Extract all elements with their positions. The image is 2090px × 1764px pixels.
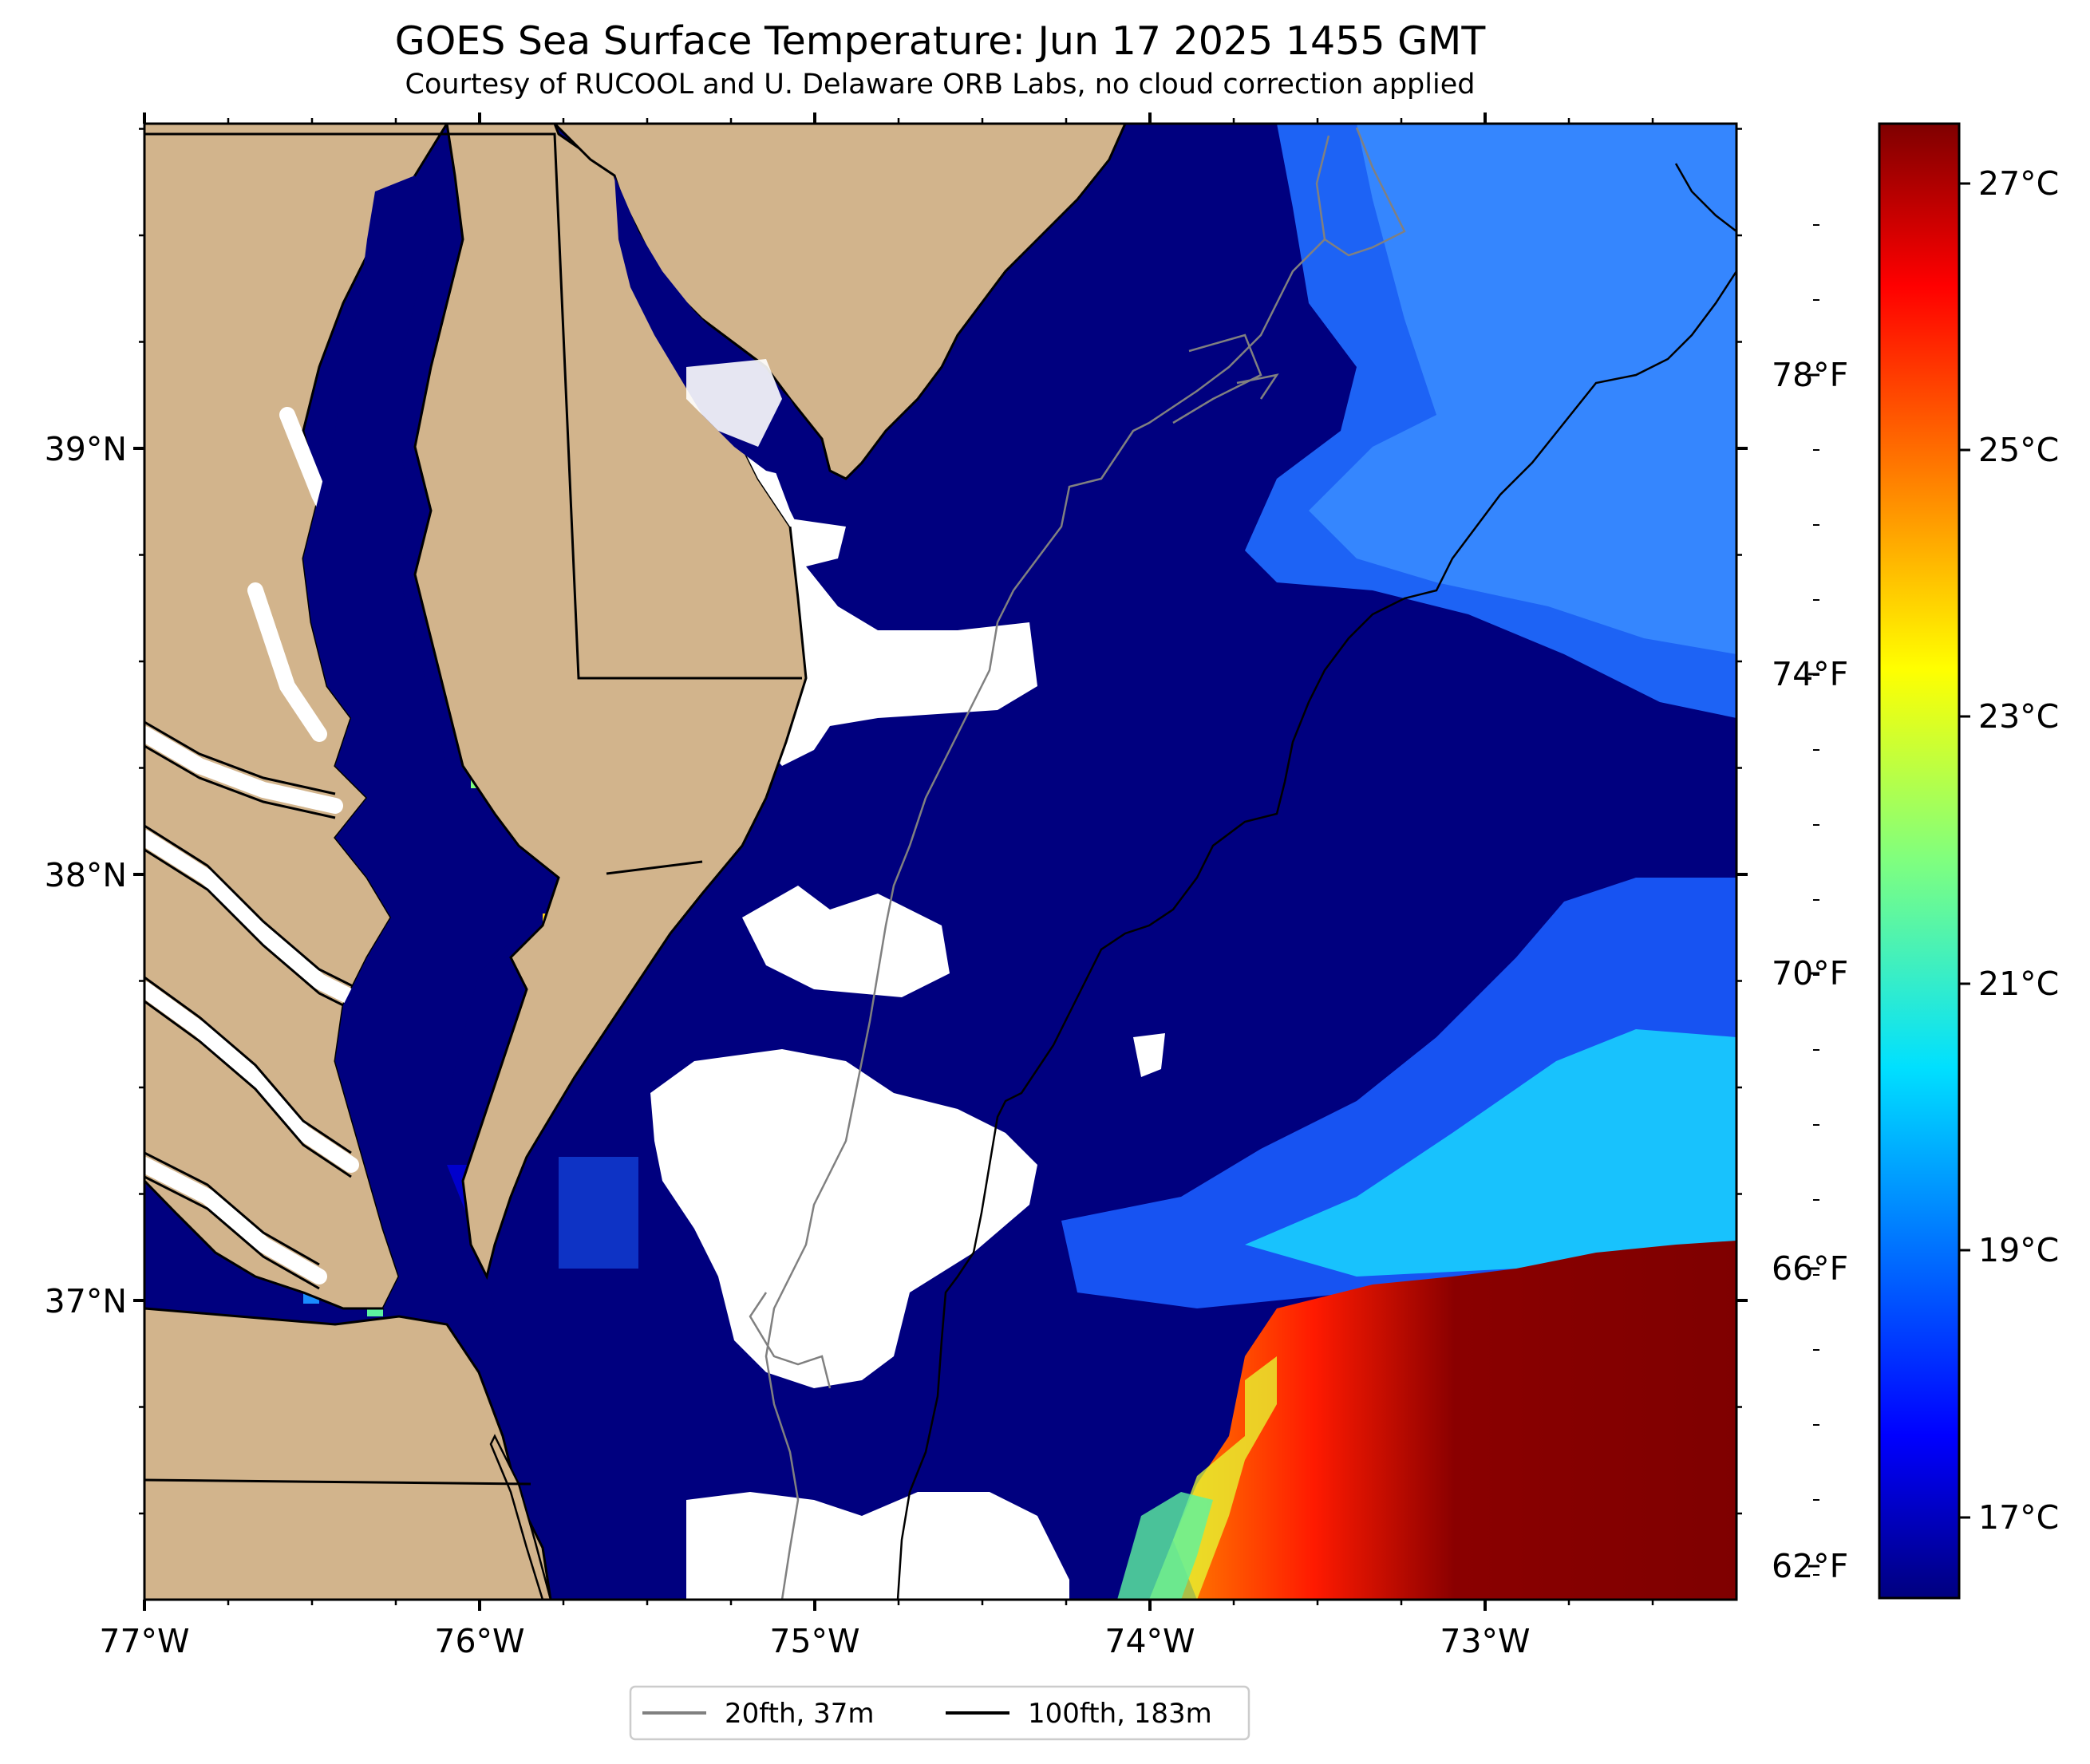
- sst-warm-core: [1173, 1241, 1736, 1600]
- colorbar-celsius-label: 27°C: [1978, 164, 2059, 203]
- lon-tick-label: 75°W: [769, 1622, 859, 1660]
- chesapeake-bay: [303, 176, 543, 1316]
- longitude-ticks: 77°W 76°W 75°W 74°W 73°W: [99, 112, 1654, 1660]
- colorbar-celsius-ticks: 27°C 25°C 23°C 21°C 19°C 17°C: [1959, 164, 2059, 1537]
- cloud-patch-mid: [742, 886, 950, 997]
- lon-tick-label: 73°W: [1440, 1622, 1530, 1660]
- map-title: GOES Sea Surface Temperature: Jun 17 202…: [395, 18, 1487, 64]
- lat-tick-label: 38°N: [45, 856, 127, 894]
- colorbar-celsius-label: 21°C: [1978, 965, 2059, 1003]
- legend-label-100fth: 100fth, 183m: [1028, 1698, 1212, 1730]
- sst-blue-band-north-light: [1309, 124, 1736, 654]
- colorbar-fahrenheit-ticks: 78°F 74°F 70°F 66°F 62°F: [1772, 224, 1848, 1585]
- colorbar-celsius-label: 17°C: [1978, 1498, 2059, 1537]
- map-subtitle: Courtesy of RUCOOL and U. Delaware ORB L…: [405, 69, 1476, 101]
- delaware-bay-shore-mask: [686, 359, 782, 447]
- lat-tick-label: 39°N: [45, 430, 127, 468]
- cloud-patch-small: [1133, 1033, 1165, 1077]
- contour-20fth: [764, 135, 1330, 1600]
- river-channels: [144, 407, 375, 1285]
- colorbar-celsius-label: 23°C: [1978, 697, 2059, 736]
- colorbar-fahrenheit-label: 62°F: [1772, 1547, 1848, 1585]
- colorbar-fahrenheit-label: 78°F: [1772, 356, 1848, 394]
- outer-banks-strip: [489, 1434, 552, 1600]
- legend-label-20fth: 20fth, 37m: [725, 1698, 875, 1730]
- cloud-patch-north-shelf: [742, 519, 1037, 766]
- latitude-ticks: 39°N 38°N 37°N: [45, 128, 1748, 1515]
- river-shorelines: [144, 720, 368, 1290]
- colorbar: 27°C 25°C 23°C 21°C 19°C 17°C 78°F 74°F 70°F 66°…: [1772, 122, 2059, 1600]
- contour-20fth-ridges: [749, 127, 1406, 1389]
- map-area[interactable]: [144, 124, 1736, 1600]
- contour-legend: 20fth, 37m 100fth, 183m: [629, 1685, 1250, 1741]
- cloud-patch-large-south: [650, 1049, 1037, 1388]
- colorbar-fahrenheit-label: 66°F: [1772, 1249, 1848, 1288]
- map-frame: [143, 122, 1738, 1601]
- sst-cyan-band: [1245, 1029, 1736, 1277]
- state-boundaries: [144, 132, 802, 1486]
- colorbar-celsius-label: 19°C: [1978, 1231, 2059, 1269]
- lat-tick-label: 37°N: [45, 1282, 127, 1320]
- lon-tick-label: 77°W: [99, 1622, 189, 1660]
- sst-greenish-south: [1117, 1492, 1213, 1600]
- land-virginia-south: [144, 1307, 552, 1600]
- colorbar-gradient: [1878, 122, 1961, 1600]
- colorbar-celsius-label: 25°C: [1978, 431, 2059, 469]
- colorbar-fahrenheit-label: 70°F: [1772, 954, 1848, 992]
- colorbar-fahrenheit-label: 74°F: [1772, 655, 1848, 693]
- legend-box: [629, 1685, 1250, 1741]
- contour-100fth: [896, 163, 1736, 1600]
- cloud-patch-south-edge: [686, 1492, 1069, 1600]
- lon-tick-label: 74°W: [1104, 1622, 1195, 1660]
- lon-tick-label: 76°W: [434, 1622, 524, 1660]
